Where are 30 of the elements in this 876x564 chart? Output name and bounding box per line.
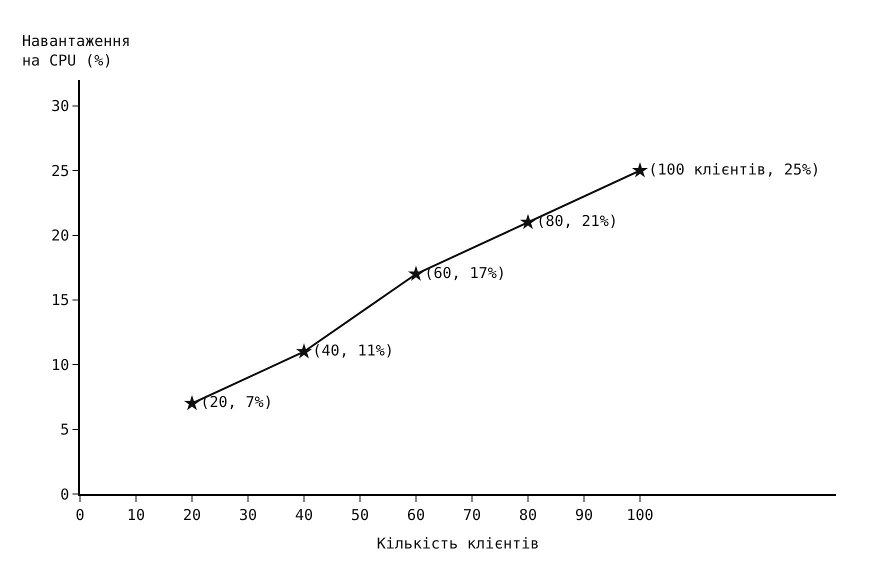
y-tick-label: 20 (51, 226, 70, 244)
y-tick-label: 25 (51, 162, 70, 180)
x-tick-label: 40 (294, 506, 314, 524)
point (296, 343, 312, 358)
x-tick-label: 70 (462, 506, 482, 524)
point (520, 214, 536, 230)
point (408, 266, 424, 281)
data-label: (60, 17%) (424, 264, 506, 282)
point (184, 395, 200, 410)
data-label: (20, 7%) (200, 393, 273, 412)
point (632, 162, 648, 178)
data-label: (100 клієнтів, 25%) (648, 160, 820, 178)
x-tick-label: 10 (126, 506, 146, 524)
x-tick-label: 50 (350, 506, 370, 524)
x-tick-label: 0 (75, 506, 85, 524)
y-tick-label: 10 (51, 356, 70, 374)
x-tick-label: 30 (238, 506, 258, 524)
x-tick-label: 100 (626, 506, 654, 524)
y-tick-label: 30 (51, 97, 70, 116)
data-label: (40, 11%) (312, 341, 394, 360)
x-tick-label: 20 (182, 506, 202, 524)
x-tick-label: 90 (574, 506, 594, 524)
y-axis-title: Навантаження на CPU (%) (22, 32, 130, 70)
y-tick-label: 15 (51, 291, 70, 310)
y-tick-label: 5 (60, 420, 70, 439)
x-tick-label: 80 (518, 506, 538, 524)
x-axis-title: Кількість клієнтів (376, 534, 540, 552)
data-label: (80, 21%) (536, 212, 618, 230)
x-tick-label: 60 (406, 506, 426, 524)
y-tick-label: 0 (60, 485, 70, 504)
